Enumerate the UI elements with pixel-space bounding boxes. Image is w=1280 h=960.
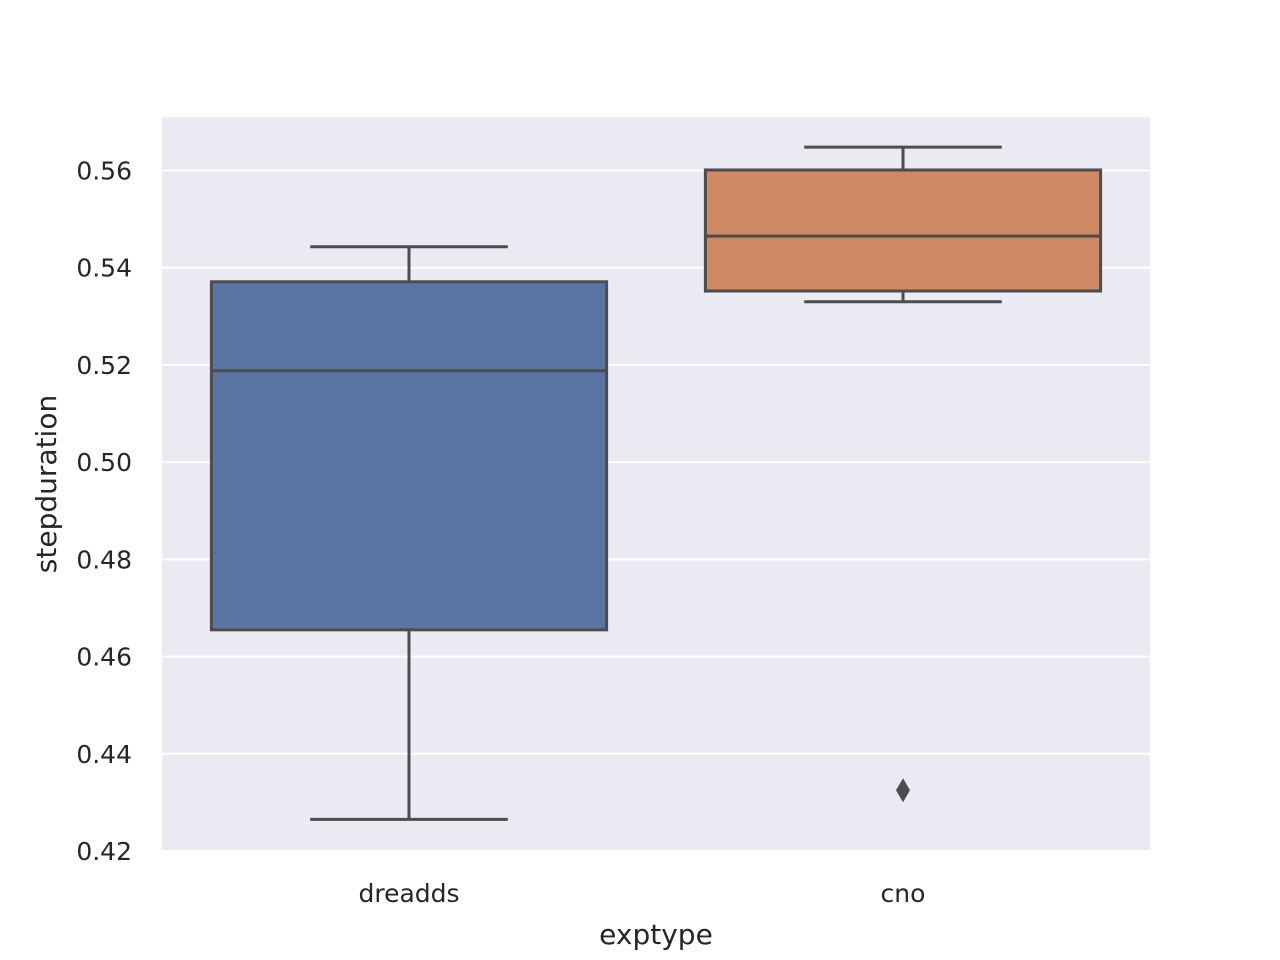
y-tick-label: 0.42 — [76, 837, 132, 866]
y-tick-label: 0.44 — [76, 740, 132, 769]
boxes — [209, 145, 1103, 821]
box-dreadds — [209, 245, 609, 821]
x-tick-label: dreadds — [358, 879, 459, 908]
x-tick-labels: dreadds cno — [358, 879, 925, 908]
box-body — [209, 280, 609, 632]
box-body — [703, 168, 1103, 293]
y-tick-label: 0.46 — [76, 643, 132, 672]
y-tick-label: 0.54 — [76, 254, 132, 283]
y-tick-label: 0.52 — [76, 351, 132, 380]
x-axis-label: exptype — [599, 918, 713, 951]
box-cno — [703, 145, 1103, 803]
y-tick-label: 0.48 — [76, 545, 132, 574]
y-tick-label: 0.56 — [76, 156, 132, 185]
y-tick-label: 0.50 — [76, 448, 132, 477]
y-tick-labels: 0.42 0.44 0.46 0.48 0.50 0.52 0.54 0.56 — [76, 156, 132, 866]
outlier-point — [896, 778, 910, 803]
x-tick-label: cno — [881, 879, 926, 908]
y-axis-label: stepduration — [30, 395, 63, 573]
